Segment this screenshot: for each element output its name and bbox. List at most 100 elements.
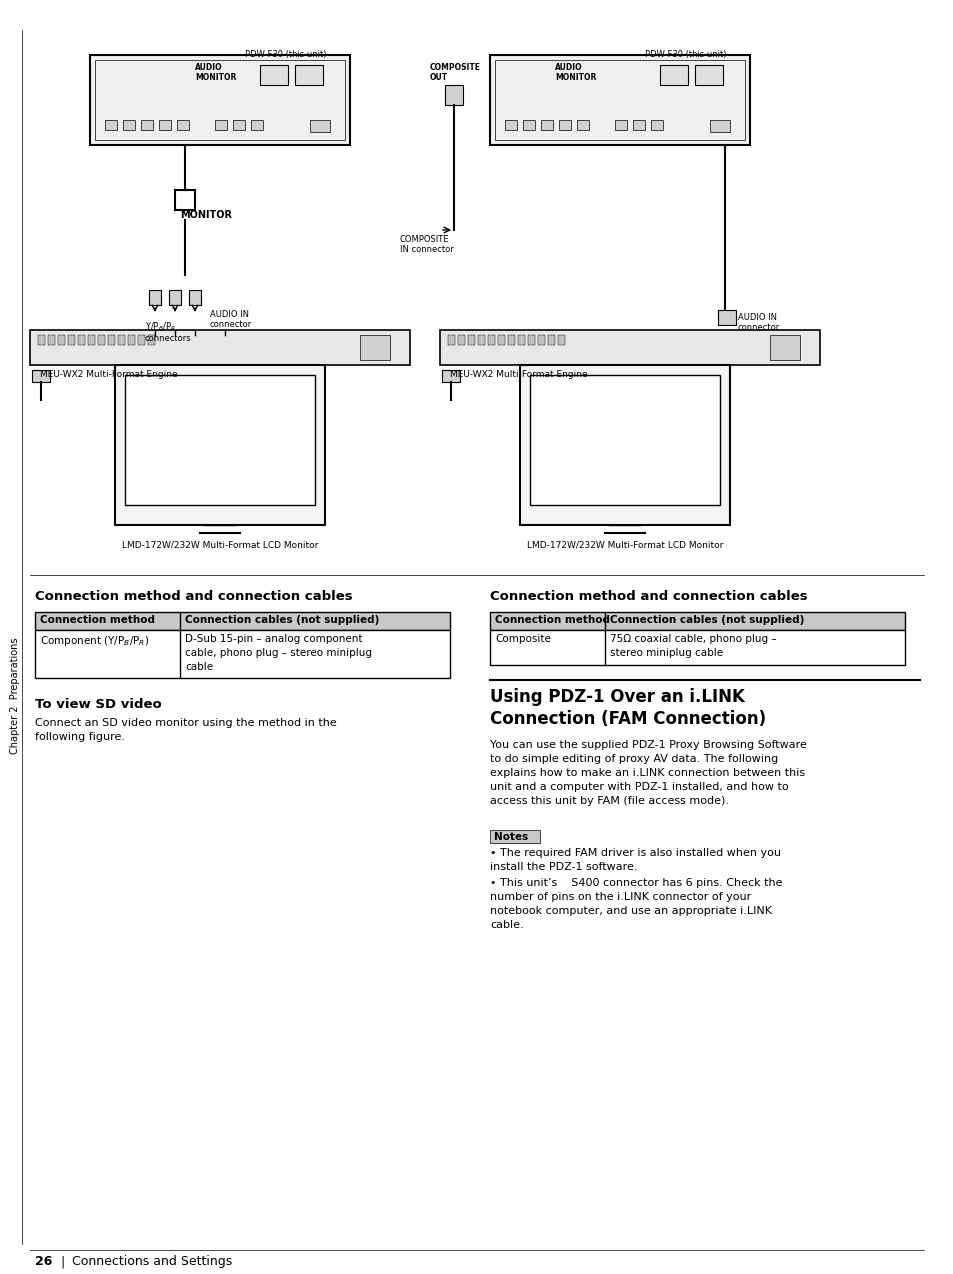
Bar: [30, 330, 410, 364]
Bar: [615, 120, 626, 130]
Bar: [490, 612, 904, 631]
Bar: [547, 335, 555, 345]
Circle shape: [669, 341, 679, 352]
Bar: [78, 335, 85, 345]
Bar: [32, 369, 50, 382]
Bar: [115, 364, 325, 525]
Bar: [504, 120, 517, 130]
Text: 75Ω coaxial cable, phono plug –
stereo miniplug cable: 75Ω coaxial cable, phono plug – stereo m…: [609, 634, 776, 657]
Bar: [95, 60, 345, 140]
Circle shape: [586, 73, 602, 88]
Bar: [35, 631, 450, 678]
Circle shape: [97, 73, 112, 88]
Text: Connection method and connection cables: Connection method and connection cables: [35, 590, 353, 603]
Text: MONITOR: MONITOR: [180, 210, 232, 220]
Bar: [695, 65, 722, 85]
Circle shape: [626, 73, 642, 88]
Bar: [441, 369, 459, 382]
Bar: [105, 120, 117, 130]
Bar: [251, 120, 263, 130]
Bar: [310, 120, 330, 132]
Text: Chapter 2  Preparations: Chapter 2 Preparations: [10, 637, 20, 753]
Bar: [527, 335, 535, 345]
Circle shape: [137, 73, 152, 88]
Circle shape: [606, 73, 622, 88]
Bar: [128, 335, 135, 345]
Text: LMD-172W/232W Multi-Format LCD Monitor: LMD-172W/232W Multi-Format LCD Monitor: [122, 540, 318, 549]
Bar: [439, 330, 820, 364]
Bar: [118, 335, 125, 345]
Text: LMD-172W/232W Multi-Format LCD Monitor: LMD-172W/232W Multi-Format LCD Monitor: [526, 540, 722, 549]
Circle shape: [260, 341, 270, 352]
Text: Connection method: Connection method: [40, 615, 154, 626]
Bar: [659, 65, 687, 85]
Circle shape: [117, 73, 132, 88]
Bar: [769, 335, 800, 361]
Text: COMPOSITE
OUT: COMPOSITE OUT: [430, 62, 480, 83]
Bar: [108, 335, 115, 345]
Text: AUDIO IN
connector: AUDIO IN connector: [210, 310, 252, 330]
Text: Connection method and connection cables: Connection method and connection cables: [490, 590, 807, 603]
Text: You can use the supplied PDZ-1 Proxy Browsing Software
to do simple editing of p: You can use the supplied PDZ-1 Proxy Bro…: [490, 740, 806, 806]
Bar: [359, 335, 390, 361]
Bar: [507, 335, 515, 345]
Bar: [294, 65, 323, 85]
Text: Connect an SD video monitor using the method in the
following figure.: Connect an SD video monitor using the me…: [35, 719, 336, 741]
Text: Component (Y/P$_B$/P$_R$): Component (Y/P$_B$/P$_R$): [40, 634, 150, 648]
Bar: [522, 120, 535, 130]
Bar: [718, 310, 735, 325]
Bar: [650, 120, 662, 130]
Text: MEU-WX2 Multi-Format Engine: MEU-WX2 Multi-Format Engine: [40, 369, 177, 378]
Text: Connection cables (not supplied): Connection cables (not supplied): [185, 615, 379, 626]
Bar: [260, 65, 288, 85]
Bar: [159, 120, 171, 130]
Text: Connection cables (not supplied): Connection cables (not supplied): [609, 615, 803, 626]
Text: To view SD video: To view SD video: [35, 698, 162, 711]
Bar: [169, 290, 181, 304]
Bar: [125, 375, 314, 505]
Text: COMPOSITE
IN connector: COMPOSITE IN connector: [399, 234, 454, 255]
Bar: [517, 335, 524, 345]
Text: MEU-WX2 Multi-Format Engine: MEU-WX2 Multi-Format Engine: [450, 369, 587, 378]
Circle shape: [656, 341, 665, 352]
Circle shape: [218, 341, 228, 352]
Text: Using PDZ-1 Over an i.LINK
Connection (FAM Connection): Using PDZ-1 Over an i.LINK Connection (F…: [490, 688, 765, 729]
Bar: [558, 120, 571, 130]
Bar: [123, 120, 135, 130]
Bar: [88, 335, 95, 345]
Text: Y/P$_B$/P$_R$
connectors: Y/P$_B$/P$_R$ connectors: [145, 320, 192, 343]
Bar: [709, 120, 729, 132]
Text: AUDIO IN
connector: AUDIO IN connector: [738, 313, 780, 333]
Circle shape: [641, 341, 651, 352]
Text: |: |: [60, 1255, 64, 1268]
Bar: [457, 335, 464, 345]
Circle shape: [614, 341, 623, 352]
Bar: [490, 631, 904, 665]
Bar: [233, 120, 245, 130]
Circle shape: [599, 341, 609, 352]
Text: • The required FAM driver is also installed when you
install the PDZ-1 software.: • The required FAM driver is also instal…: [490, 848, 781, 871]
Text: Composite: Composite: [495, 634, 550, 643]
Bar: [38, 335, 45, 345]
Bar: [214, 120, 227, 130]
Bar: [497, 335, 504, 345]
Bar: [490, 829, 539, 843]
Bar: [177, 120, 189, 130]
Bar: [90, 55, 350, 145]
Bar: [35, 612, 450, 631]
Bar: [558, 335, 564, 345]
Circle shape: [232, 341, 242, 352]
Bar: [488, 335, 495, 345]
Bar: [519, 364, 729, 525]
Bar: [495, 60, 744, 140]
Text: AUDIO
MONITOR: AUDIO MONITOR: [194, 62, 236, 83]
Bar: [468, 335, 475, 345]
Bar: [477, 335, 484, 345]
Bar: [58, 335, 65, 345]
Text: AUDIO
MONITOR: AUDIO MONITOR: [555, 62, 596, 83]
Bar: [149, 290, 161, 304]
Bar: [148, 335, 154, 345]
Text: Connection method: Connection method: [495, 615, 609, 626]
Circle shape: [246, 341, 255, 352]
Circle shape: [627, 341, 638, 352]
